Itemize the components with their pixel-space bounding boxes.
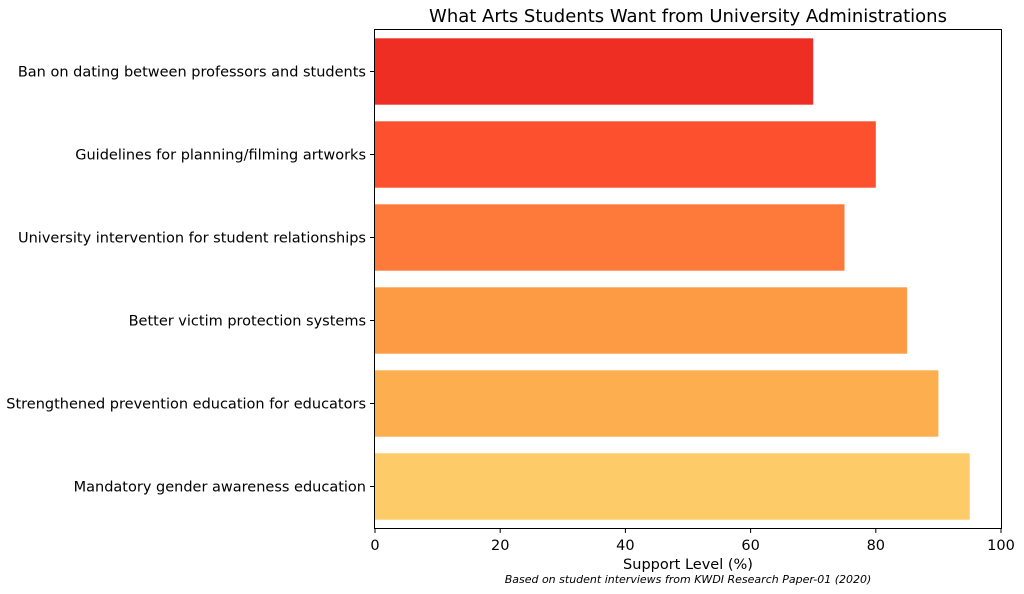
category-labels: Ban on dating between professors and stu… [6, 65, 375, 496]
category-label: Ban on dating between professors and stu… [18, 65, 366, 81]
category-label: Mandatory gender awareness education [74, 480, 366, 496]
bar [375, 121, 876, 188]
x-tick-label: 60 [741, 538, 759, 554]
x-tick-label: 80 [867, 538, 885, 554]
chart-title: What Arts Students Want from University … [429, 6, 947, 27]
bars-group [375, 38, 970, 520]
category-label: Strengthened prevention education for ed… [6, 397, 366, 413]
category-label: Guidelines for planning/filming artworks [75, 148, 366, 164]
x-axis-ticks: 0 20 40 60 80 100 [370, 528, 1015, 554]
x-tick-label: 100 [987, 538, 1015, 554]
x-tick-label: 40 [616, 538, 634, 554]
x-tick-label: 0 [370, 538, 379, 554]
source-annotation: Based on student interviews from KWDI Re… [505, 573, 872, 586]
bar [375, 287, 908, 354]
bar [375, 453, 970, 520]
bar [375, 370, 939, 437]
plot-frame [374, 29, 1002, 529]
bar [375, 38, 814, 105]
bar [375, 204, 845, 271]
category-label: University intervention for student rela… [18, 231, 366, 247]
x-tick-label: 20 [491, 538, 509, 554]
category-label: Better victim protection systems [129, 314, 366, 330]
x-axis-label: Support Level (%) [623, 557, 753, 573]
